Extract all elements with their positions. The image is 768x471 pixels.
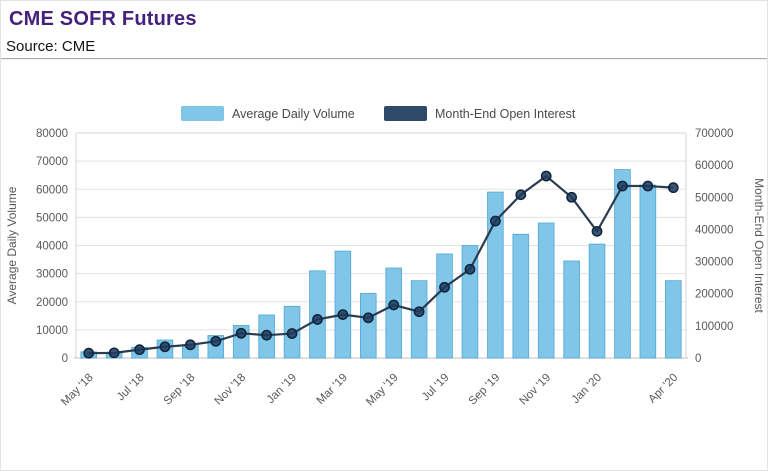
open-interest-marker [617,180,628,192]
volume-bar [385,267,402,359]
left-axis-title: Average Daily Volume [5,186,19,304]
volume-bar [360,292,377,359]
legend-label-volume: Average Daily Volume [232,107,355,121]
volume-bar [588,243,606,359]
right-axis-tick-label: 200000 [695,289,733,301]
open-interest-marker [540,170,552,182]
left-axis-tick-label: 0 [62,353,68,365]
right-axis-tick-label: 0 [695,353,701,365]
source-label: Source: CME [6,38,96,55]
x-axis-tick-label: Sep '18 [162,372,198,408]
volume-bar [487,191,504,359]
left-axis-tick-label: 50000 [36,212,68,224]
right-axis-title: Month-End Open Interest [752,178,766,313]
x-axis-tick-label: Nov '18 [213,372,249,408]
volume-bar [461,245,479,359]
x-axis-tick-label: Apr '20 [646,372,680,406]
left-axis-tick-label: 20000 [36,297,68,309]
legend-swatch-volume [181,106,224,121]
volume-bar [665,280,682,359]
volume-bar [334,250,352,359]
volume-bar [614,169,631,359]
open-interest-marker [83,347,95,359]
x-axis-tick-label: Jan '19 [265,372,299,406]
open-interest-marker [591,225,603,237]
left-axis-tick-label: 40000 [36,241,68,253]
open-interest-marker [337,309,349,321]
open-interest-marker [515,189,527,201]
x-axis-tick-label: May '18 [59,372,96,409]
open-interest-marker [159,341,171,353]
divider [1,58,767,60]
right-axis-tick-label: 300000 [695,257,733,269]
right-axis-tick-label: 700000 [695,128,733,140]
x-axis-tick-label: Nov '19 [518,372,554,408]
open-interest-marker [642,180,654,192]
open-interest-marker [134,344,145,356]
open-interest-marker [286,328,298,339]
page-title: CME SOFR Futures [9,8,197,30]
open-interest-marker [184,339,196,351]
x-axis-tick-label: Jul '18 [115,372,147,404]
volume-bar [537,222,555,359]
sofr-chart-container: 0 10000 20000 30000 40000 50000 60000 70000 8000… [1,60,768,465]
open-interest-marker [235,327,247,339]
right-axis-tick-label: 100000 [695,321,733,333]
x-axis-tick-label: Sep '19 [467,372,503,408]
open-interest-marker [413,306,425,318]
left-axis-tick-label: 80000 [36,128,68,140]
volume-bar [563,260,580,359]
legend-swatch-open-interest [384,106,427,121]
open-interest-marker [439,281,450,293]
legend-label-open-interest: Month-End Open Interest [435,107,576,121]
open-interest-marker [312,314,323,325]
open-interest-marker [489,215,501,227]
volume-bar [436,253,453,359]
open-interest-marker [388,299,400,311]
open-interest-marker [108,347,120,359]
open-interest-marker [464,263,476,275]
volume-bar [512,233,530,359]
left-axis-tick-label: 70000 [36,156,68,168]
open-interest-line [88,174,674,355]
right-axis-tick-label: 500000 [695,192,733,204]
open-interest-marker [261,329,273,341]
x-axis-tick-label: Jan '20 [570,372,604,406]
volume-bar [639,184,657,359]
open-interest-marker [210,335,222,347]
open-interest-marker [667,182,679,194]
left-axis-tick-label: 60000 [36,184,68,196]
open-interest-marker [362,312,374,324]
open-interest-marker [566,191,578,203]
left-axis-tick-label: 10000 [36,325,68,337]
x-axis-tick-label: May '19 [364,372,401,409]
x-axis-tick-label: Mar '19 [315,372,350,407]
x-axis-tick-label: Jul '19 [420,372,452,404]
right-axis-tick-label: 400000 [695,224,733,236]
sofr-dual-axis-chart: 0 10000 20000 30000 40000 50000 60000 70000 8000… [5,106,766,409]
right-axis-tick-label: 600000 [695,160,733,172]
left-axis-tick-label: 30000 [36,269,68,281]
volume-bar [410,280,428,359]
